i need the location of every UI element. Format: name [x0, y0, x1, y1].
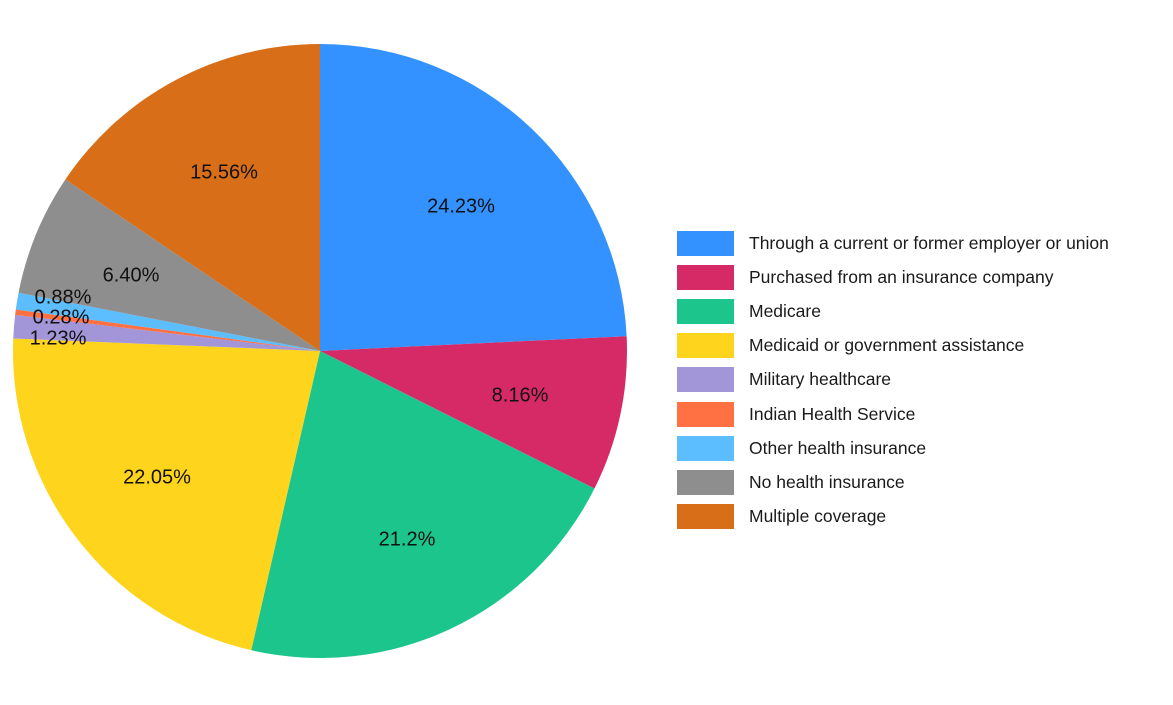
- pie-slice: [320, 336, 627, 489]
- legend-item: Through a current or former employer or …: [677, 226, 1109, 260]
- legend-label: No health insurance: [749, 471, 905, 492]
- legend-label: Purchased from an insurance company: [749, 266, 1054, 287]
- pie-slice: [18, 179, 320, 351]
- legend-item: Purchased from an insurance company: [677, 260, 1109, 294]
- legend-swatch: [677, 435, 734, 461]
- legend: Through a current or former employer or …: [677, 226, 1109, 534]
- pie-slices: [12, 44, 627, 658]
- legend-swatch: [677, 298, 734, 324]
- slice-value-label: 22.05%: [123, 466, 191, 488]
- slice-value-label: 6.40%: [103, 264, 160, 286]
- legend-swatch: [677, 264, 734, 290]
- legend-item: Medicaid or government assistance: [677, 329, 1109, 363]
- slice-value-label: 21.2%: [379, 528, 436, 550]
- legend-item: No health insurance: [677, 465, 1109, 499]
- pie-labels: 24.23% 8.16% 21.2% 22.05% 1.23%0.28%0.88% 6.4…: [30, 161, 549, 550]
- legend-swatch: [677, 469, 734, 495]
- legend-item: Multiple coverage: [677, 500, 1109, 534]
- slice-value-label: 8.16%: [492, 384, 549, 406]
- pie-slice: [320, 44, 627, 351]
- legend-label: Multiple coverage: [749, 506, 887, 527]
- pie-chart: 24.23% 8.16% 21.2% 22.05% 1.23%0.28%0.88% 6.4…: [12, 44, 627, 658]
- slice-value-label: 1.23%: [30, 327, 87, 349]
- legend-label: Medicaid or government assistance: [749, 335, 1025, 356]
- pie-slice: [251, 351, 595, 658]
- pie-slice: [15, 309, 320, 351]
- pie-slice: [12, 338, 320, 651]
- legend-label: Indian Health Service: [749, 403, 916, 424]
- slice-value-label: 0.88%: [35, 286, 92, 308]
- pie-slice: [13, 314, 320, 351]
- legend-label: Other health insurance: [749, 437, 927, 458]
- legend-label: Military healthcare: [749, 369, 891, 390]
- legend-swatch: [677, 401, 734, 427]
- legend-item: Medicare: [677, 294, 1109, 328]
- legend-swatch: [677, 504, 734, 530]
- legend-swatch: [677, 367, 734, 393]
- slice-value-label: 15.56%: [190, 161, 258, 183]
- slice-value-label: 24.23%: [427, 195, 495, 217]
- legend-label: Through a current or former employer or …: [749, 232, 1109, 253]
- legend-swatch: [677, 333, 734, 359]
- legend-item: Other health insurance: [677, 431, 1109, 465]
- pie-slice: [65, 44, 320, 351]
- slice-value-label: 0.28%: [33, 306, 90, 328]
- legend-label: Medicare: [749, 300, 821, 321]
- legend-item: Military healthcare: [677, 363, 1109, 397]
- pie-slice: [15, 292, 321, 351]
- legend-item: Indian Health Service: [677, 397, 1109, 431]
- legend-swatch: [677, 230, 734, 256]
